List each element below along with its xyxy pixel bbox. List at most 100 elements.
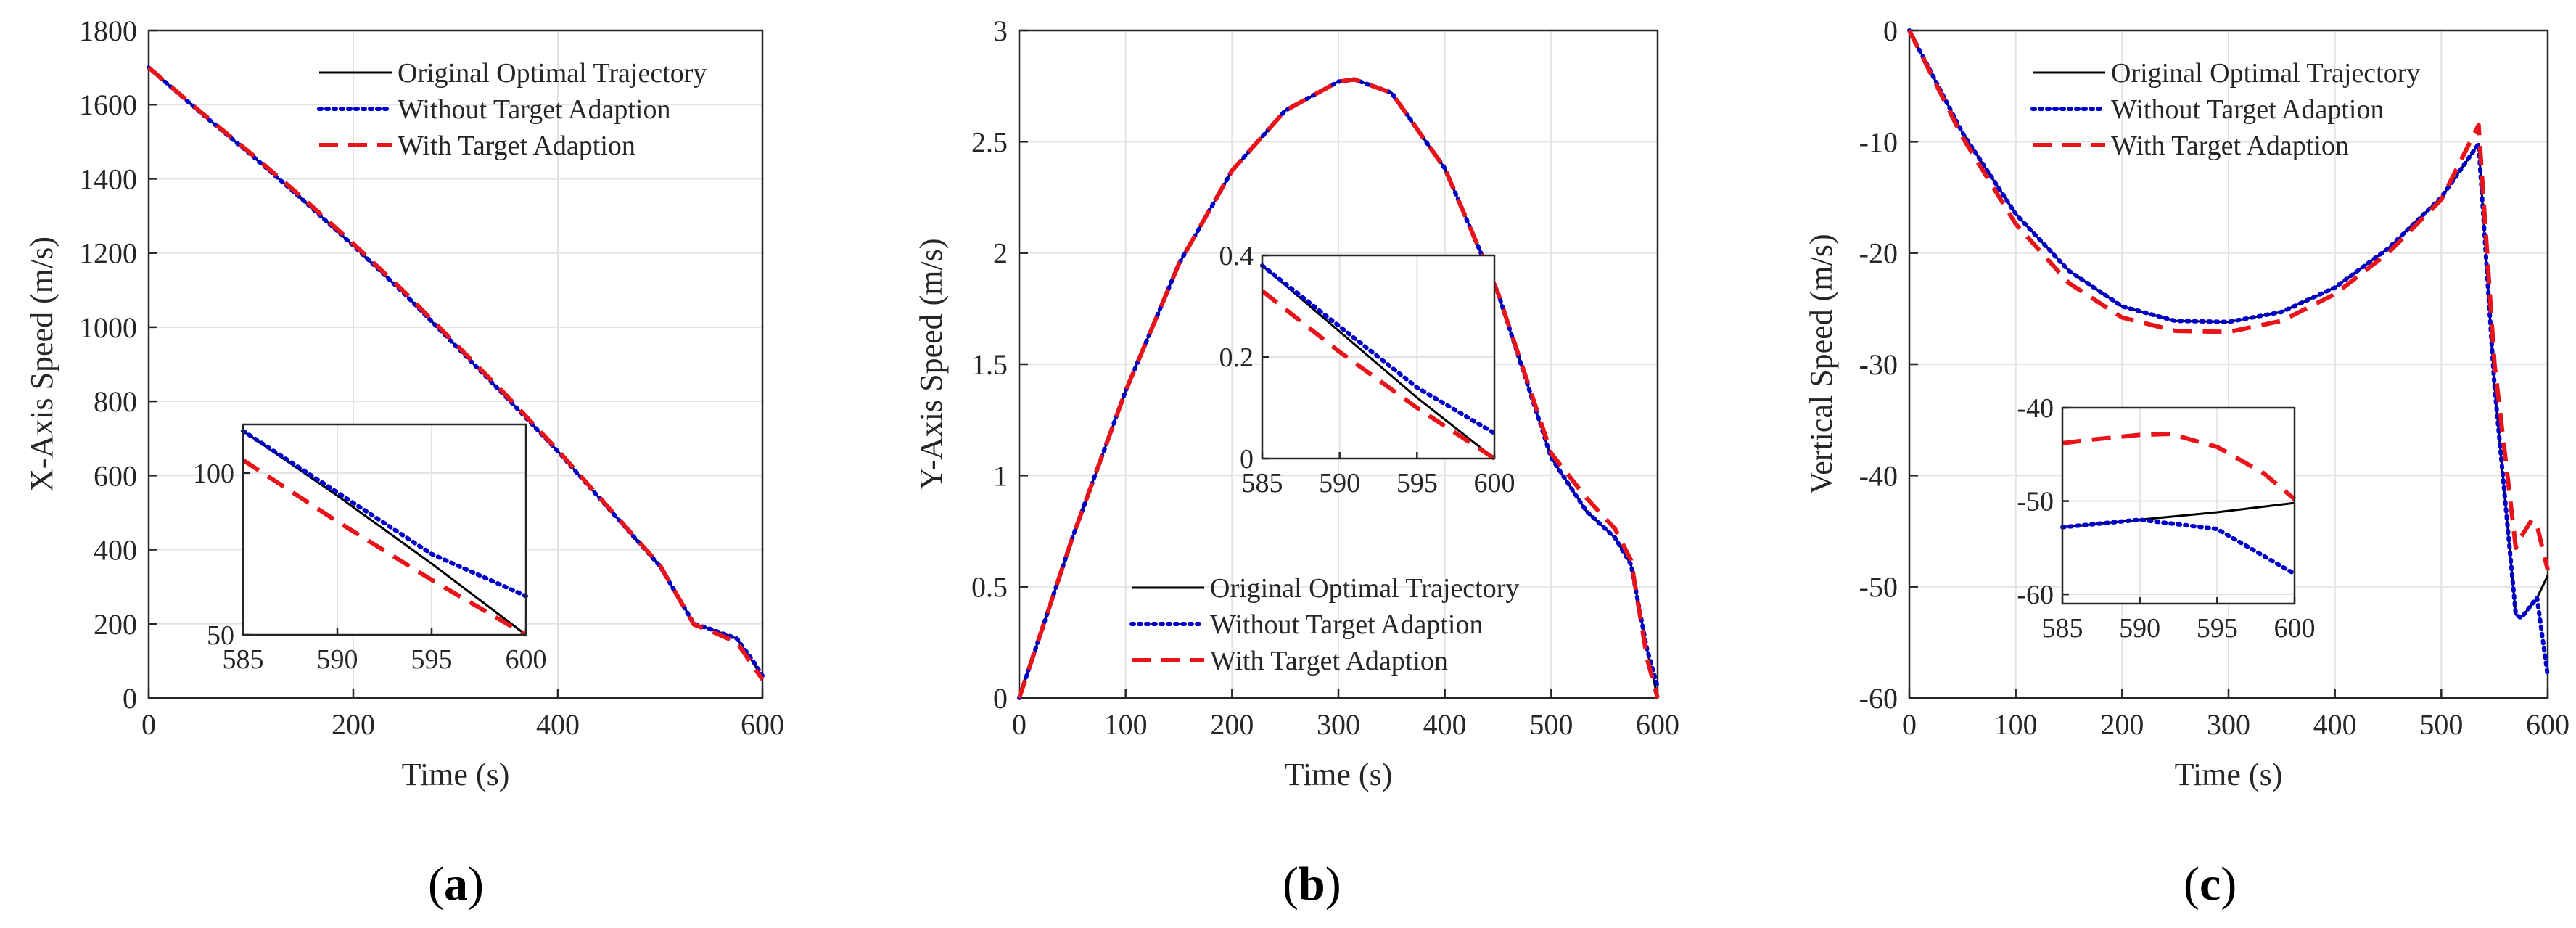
panel-c-x-axis-label: Time (s) [2175, 757, 2283, 792]
panel-b-x-ticks: 0 100 200 300 400 500 600 [1012, 689, 1679, 741]
x-tick-label: 0 [141, 708, 156, 741]
inset-x-tick-label: 585 [2042, 613, 2083, 644]
x-tick-label: 400 [536, 708, 580, 741]
inset-x-tick-label: 590 [1319, 468, 1360, 498]
inset-y-tick-label: 0.4 [1219, 241, 1254, 271]
inset-x-tick-label: 595 [1396, 468, 1438, 498]
panel-c-series [1907, 28, 2550, 678]
y-tick-label: 3 [993, 15, 1008, 47]
panel-a-axes-box [147, 29, 764, 699]
x-tick-label: 600 [2526, 708, 2569, 741]
inset-series-without [2060, 517, 2297, 576]
inset-x-tick-label: 600 [506, 644, 547, 675]
x-tick-label: 200 [1210, 708, 1254, 741]
inset-series-without [241, 428, 528, 599]
legend-label-original: Original Optimal Trajectory [1210, 573, 1519, 604]
panel-b-series [1017, 77, 1660, 700]
y-tick-label: -50 [1859, 571, 1898, 604]
x-tick-label: 0 [1902, 708, 1917, 741]
y-tick-label: 1400 [79, 163, 137, 195]
x-tick-label: 100 [1104, 708, 1148, 741]
inset-y-tick-label: 50 [207, 620, 234, 651]
panel-a-y-axis-label: X-Axis Speed (m/s) [24, 237, 59, 492]
y-tick-label: 0 [123, 682, 137, 715]
y-tick-label: 800 [94, 385, 137, 418]
y-tick-label: 400 [94, 534, 137, 567]
panel-a: 0 200 400 600 0 200 400 600 800 1000 1200 1400 1600… [24, 15, 784, 911]
y-tick-label: 0 [993, 682, 1008, 715]
panel-a-series [147, 65, 765, 681]
panel-b-inset: 585 590 595 600 0 0.2 0.4 [1219, 241, 1515, 498]
legend-label-without: Without Target Adaption [2111, 94, 2384, 125]
panel-a-y-ticks: 0 200 400 600 800 1000 1200 1400 1600 1800 [79, 15, 157, 715]
x-tick-label: 600 [741, 708, 784, 741]
panel-a-inset: 585 590 595 600 50 100 [193, 423, 547, 675]
x-tick-label: 500 [2419, 708, 2463, 741]
x-tick-label: 500 [1529, 708, 1573, 741]
inset-series-with [242, 458, 527, 637]
y-tick-label: 2 [993, 237, 1008, 270]
series-line-with [147, 65, 765, 681]
inset-x-tick-label: 600 [2274, 613, 2316, 644]
y-tick-label: -20 [1859, 237, 1898, 270]
inset-x-tick-label: 595 [2197, 613, 2238, 644]
inset-x-tick-label: 590 [2119, 613, 2160, 644]
panel-c-x-ticks: 0 100 200 300 400 500 600 [1902, 689, 2569, 741]
inset-x-tick-label: 600 [1474, 468, 1515, 498]
panel-b-legend: Original Optimal Trajectory Without Targe… [1129, 573, 1519, 676]
panel-b-y-axis-label: Y-Axis Speed (m/s) [913, 238, 949, 490]
y-tick-label: 0 [1883, 15, 1898, 47]
inset-x-tick-label: 590 [317, 644, 358, 675]
panel-c-y-axis-label: Vertical Speed (m/s) [1803, 234, 1839, 494]
inset-y-tick-label: 100 [193, 459, 234, 489]
y-tick-label: 600 [94, 459, 137, 492]
panel-c-inset: 585 590 595 600 -40 -50 -60 [2017, 393, 2315, 644]
panel-a-x-axis-label: Time (s) [402, 757, 510, 792]
x-tick-label: 300 [1317, 708, 1360, 741]
panel-c-label: (c) [2184, 858, 2236, 911]
y-tick-label: -40 [1859, 459, 1898, 492]
x-tick-label: 400 [1423, 708, 1467, 741]
x-tick-label: 300 [2207, 708, 2250, 741]
y-tick-label: 1 [993, 459, 1008, 492]
inset-y-tick-label: 0 [1240, 444, 1254, 475]
panel-b-x-axis-label: Time (s) [1285, 757, 1393, 792]
y-tick-label: 0.5 [971, 571, 1008, 604]
x-tick-label: 0 [1012, 708, 1026, 741]
x-tick-label: 400 [2313, 708, 2357, 741]
legend-label-original: Original Optimal Trajectory [2111, 58, 2420, 89]
inset-x-tick-label: 585 [223, 644, 264, 675]
panel-b-label: (b) [1283, 858, 1341, 911]
inset-x-tick-label: 585 [1242, 468, 1283, 498]
y-tick-label: 1200 [79, 237, 137, 270]
inset-series-with [1261, 289, 1496, 461]
panel-b-y-ticks: 0 0.5 1 1.5 2 2.5 3 [971, 15, 1028, 715]
legend-label-without: Without Target Adaption [398, 94, 670, 125]
series-line-with [1017, 77, 1660, 699]
x-tick-label: 200 [332, 708, 375, 741]
y-tick-label: 1000 [79, 311, 137, 344]
y-tick-label: -60 [1859, 682, 1898, 715]
legend-label-without: Without Target Adaption [1210, 609, 1483, 640]
panel-c-y-ticks: 0 -10 -20 -30 -40 -50 -60 [1859, 15, 1918, 715]
legend-label-with: With Target Adaption [1210, 646, 1448, 676]
panel-a-legend: Original Optimal Trajectory Without Targe… [317, 58, 707, 161]
inset-box [2061, 406, 2296, 605]
panel-a-label: (a) [428, 858, 484, 911]
y-tick-label: 2.5 [971, 126, 1008, 158]
panel-c: 0 100 200 300 400 500 600 0-10-20-30-40-50-60 … [1803, 15, 2569, 911]
inset-y-tick-label: -40 [2017, 393, 2054, 424]
panel-b: 0 100 200 300 400 500 600 0 0.5 1 1.5 2 2.5 3 Time (… [913, 15, 1679, 911]
panel-a-x-ticks: 0 200 400 600 [141, 689, 784, 741]
inset-y-tick-label: -60 [2017, 580, 2054, 610]
series-line-without [1907, 28, 2550, 678]
inset-series-with [2062, 432, 2296, 501]
y-tick-label: 1600 [79, 89, 137, 121]
inset-y-tick-label: 0.2 [1219, 342, 1254, 373]
y-tick-label: -30 [1859, 348, 1898, 381]
legend-label-with: With Target Adaption [398, 131, 635, 161]
legend-label-with: With Target Adaption [2111, 131, 2349, 161]
legend-label-original: Original Optimal Trajectory [398, 58, 707, 89]
y-tick-label: -10 [1859, 126, 1898, 158]
